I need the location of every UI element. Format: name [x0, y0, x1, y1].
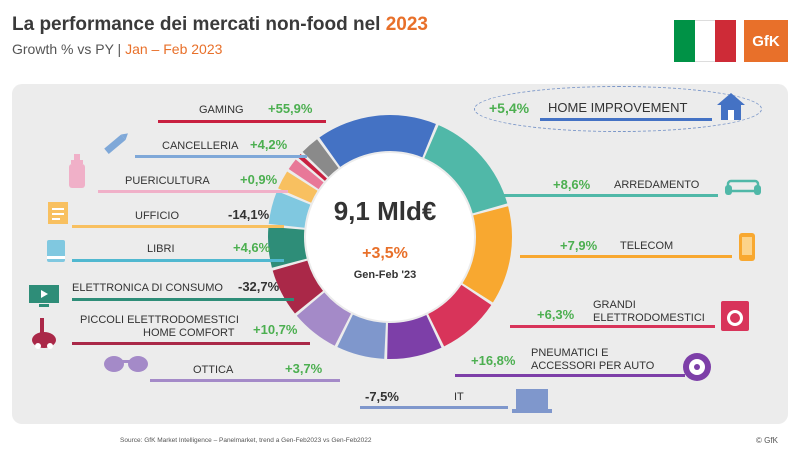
label-it: IT: [454, 391, 464, 403]
line-grandi: [510, 325, 715, 328]
growth-pneumatici: +16,8%: [471, 353, 516, 368]
book-icon: [47, 240, 65, 262]
page-title: La performance dei mercati non-food nel …: [12, 14, 428, 36]
label-puericultura: PUERICULTURA: [125, 175, 210, 187]
total-period: Gen-Feb '23: [353, 269, 417, 281]
italy-flag-icon: [674, 20, 737, 62]
donut-slice-home-improvement: [319, 114, 436, 167]
growth-telecom: +7,9%: [560, 238, 598, 253]
line-pneumatici: [455, 374, 685, 377]
growth-puericultura: +0,9%: [240, 172, 278, 187]
house-icon: [717, 93, 745, 120]
sofa-icon: [725, 179, 761, 195]
growth-cancelleria: +4,2%: [250, 137, 288, 152]
donut-slice-grandi-elettrodomestici: [428, 284, 492, 347]
growth-arredamento: +8,6%: [553, 177, 591, 192]
vacuum-icon: [32, 318, 56, 349]
line-it: [360, 406, 508, 409]
label-telecom: TELECOM: [620, 240, 674, 252]
label-arredamento: ARREDAMENTO: [614, 179, 700, 191]
home-improvement-highlight: [474, 86, 762, 132]
label-ufficio: UFFICIO: [135, 210, 179, 222]
donut-slice-gaming: [297, 153, 327, 181]
line-elettronica: [72, 298, 294, 301]
donut-center: [306, 153, 474, 321]
label-grandi-2: ELETTRODOMESTICI: [593, 312, 705, 324]
donut-slice-cancelleria: [288, 159, 324, 190]
notepad-icon: [48, 202, 68, 224]
source-note: Source: GfK Market Intelligence – Panelm…: [120, 437, 372, 444]
donut-slice-arredamento: [424, 125, 508, 214]
line-libri: [72, 259, 284, 262]
label-cancelleria: CANCELLERIA: [162, 140, 239, 152]
growth-grandi: +6,3%: [537, 307, 575, 322]
page-subtitle: Growth % vs PY | Jan – Feb 2023: [12, 41, 222, 57]
growth-elettronica: -32,7%: [238, 279, 280, 294]
pen-icon: [104, 133, 128, 155]
growth-ottica: +3,7%: [285, 361, 323, 376]
subtitle-text: Growth % vs PY |: [12, 41, 126, 57]
gfk-logo: GfK: [744, 20, 788, 62]
title-text: La performance dei mercati non-food nel: [12, 14, 386, 35]
tv-icon: [29, 285, 59, 307]
phone-icon: [739, 233, 755, 261]
label-pneumatici-1: PNEUMATICI E: [531, 347, 609, 359]
label-ottica: OTTICA: [193, 364, 234, 376]
growth-home: +5,4%: [489, 100, 530, 116]
line-gaming: [158, 120, 326, 123]
growth-gaming: +55,9%: [268, 101, 313, 116]
growth-it: -7,5%: [365, 389, 399, 404]
donut-slice-libri: [268, 226, 307, 268]
tire-icon: [683, 353, 711, 381]
line-telecom: [520, 255, 732, 258]
laptop-icon: [512, 389, 552, 413]
growth-piccoli: +10,7%: [253, 322, 298, 337]
donut-slice-ottica: [296, 292, 352, 346]
label-piccoli-2: HOME COMFORT: [143, 327, 235, 339]
line-ottica: [150, 379, 340, 382]
copyright: © GfK: [756, 436, 778, 445]
donut-slice-pneumatici-e-accessori-per-auto: [387, 314, 442, 360]
line-puericultura: [98, 190, 288, 193]
label-grandi-1: GRANDI: [593, 299, 636, 311]
growth-ufficio: -14,1%: [228, 207, 270, 222]
donut-slice-it: [337, 314, 386, 359]
line-ufficio: [72, 225, 284, 228]
line-home: [540, 118, 712, 121]
donut-slice-puericultura: [278, 171, 318, 203]
total-growth: +3,5%: [362, 245, 408, 262]
label-piccoli-1: PICCOLI ELETTRODOMESTICI: [80, 314, 239, 326]
label-home: HOME IMPROVEMENT: [548, 100, 688, 115]
label-gaming: GAMING: [199, 104, 244, 116]
line-arredamento: [500, 194, 718, 197]
label-libri: LIBRI: [147, 243, 175, 255]
title-year: 2023: [385, 14, 429, 35]
baby-bottle-icon: [69, 154, 85, 188]
donut-slice-telecom: [462, 206, 512, 303]
glasses-icon: [104, 356, 148, 372]
line-piccoli: [72, 342, 310, 345]
label-pneumatici-2: ACCESSORI PER AUTO: [531, 360, 655, 372]
label-elettronica: ELETTRONICA DI CONSUMO: [72, 282, 223, 294]
donut-slice-piccoli-elettrodomestici-home-comfort: [272, 260, 324, 314]
donut-slice-other: [302, 139, 339, 177]
subtitle-period: Jan – Feb 2023: [125, 41, 223, 57]
growth-libri: +4,6%: [233, 240, 271, 255]
line-cancelleria: [135, 155, 307, 158]
donut-slice-ufficio: [268, 191, 311, 228]
total-value: 9,1 Mld€: [333, 196, 437, 226]
washing-machine-icon: [721, 301, 749, 331]
